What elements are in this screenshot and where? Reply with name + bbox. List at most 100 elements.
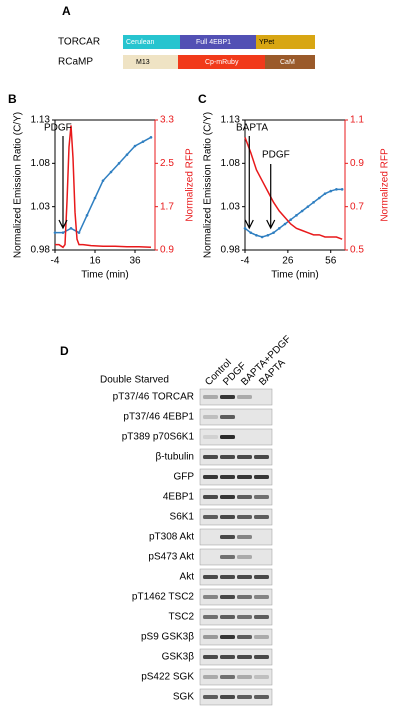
domain-label: YPet [259,39,274,46]
band [203,695,218,699]
panel-label: B [8,92,17,106]
band [254,515,269,519]
band [237,495,252,499]
point [53,231,57,234]
point [272,231,275,234]
band [254,615,269,619]
series-line [244,188,343,238]
band [203,615,218,619]
band [203,675,218,679]
point [85,214,89,217]
band [203,655,218,659]
arrow [244,136,254,230]
y-tick-label: 1.03 [31,201,51,212]
band [220,475,235,479]
x-tick-label: 56 [325,256,337,267]
arrow [58,136,68,230]
row-label: β-tubulin [155,452,194,463]
band [220,455,235,459]
domain [256,35,315,49]
blot [199,648,273,666]
panel-label: D [60,344,69,358]
band [237,595,252,599]
point [243,227,247,230]
arrow [266,164,276,230]
band [220,615,235,619]
domain-label: M13 [136,59,150,66]
blot [199,668,273,686]
point [133,144,137,148]
panel-label: A [62,4,71,18]
band [220,695,235,699]
point [69,227,73,230]
domain-label: Cp-mRuby [205,59,239,66]
band [254,575,269,579]
row-label: pT37/46 4EBP1 [123,412,194,423]
y-tick-label: 1.13 [31,115,51,126]
blot [199,588,273,606]
x-tick-label: -4 [241,256,250,267]
band [237,555,252,559]
point [300,209,304,213]
domain [178,55,265,69]
panel-label: C [198,92,207,106]
point [125,153,129,156]
blot [199,448,273,466]
domain-label: CaM [280,59,295,66]
y-tick-label: 1.08 [31,158,51,169]
x-axis-label: Time (min) [81,270,128,281]
point [312,201,315,204]
point [101,179,105,182]
band [254,455,269,459]
band [237,655,252,659]
y2-tick-label: 0.5 [350,245,364,256]
point [109,170,113,174]
y2-axis-label: Normalized RFP [185,148,196,222]
y2-axis-label: Normalized RFP [380,148,391,222]
point [249,231,253,234]
point [283,222,287,226]
band [220,415,235,419]
y2-tick-label: 0.7 [350,201,364,212]
construct-name: RCaMP [58,57,93,68]
point [317,196,321,200]
band [220,395,235,399]
band [203,595,218,599]
row-label: TSC2 [168,612,194,623]
point [149,136,153,139]
annotation: PDGF [44,123,72,134]
band [220,575,235,579]
construct-name: TORCAR [58,37,100,48]
y2-tick-label: 2.5 [160,158,174,169]
y-tick-label: 1.13 [221,115,241,126]
series-line [244,137,343,240]
point [266,233,270,237]
blot [199,568,273,586]
row-label: pT1462 TSC2 [132,592,195,603]
panel-a: A TORCAR Cerulean Full 4EBP1 YPet RCaMP … [58,4,315,69]
point [93,196,97,200]
point [141,140,145,143]
band [220,595,235,599]
band [237,575,252,579]
blot [199,488,273,506]
band [203,575,218,579]
y2-tick-label: 1.1 [350,115,364,126]
domain [123,55,178,69]
y-axis-label: Normalized Emission Ratio (C/Y) [203,112,214,258]
row-label: pT37/46 TORCAR [113,392,194,403]
row-label: SGK [173,692,194,703]
y-tick-label: 0.98 [221,245,241,256]
band [237,535,252,539]
row-label: GSK3β [162,652,195,663]
annotation: BAPTA [236,123,268,134]
domain-label: Cerulean [126,39,155,46]
band [237,475,252,479]
band [237,455,252,459]
band [203,515,218,519]
blot [199,508,273,526]
band [254,595,269,599]
row-label: pS9 GSK3β [141,632,194,643]
row-label: 4EBP1 [163,492,195,503]
band [254,635,269,639]
